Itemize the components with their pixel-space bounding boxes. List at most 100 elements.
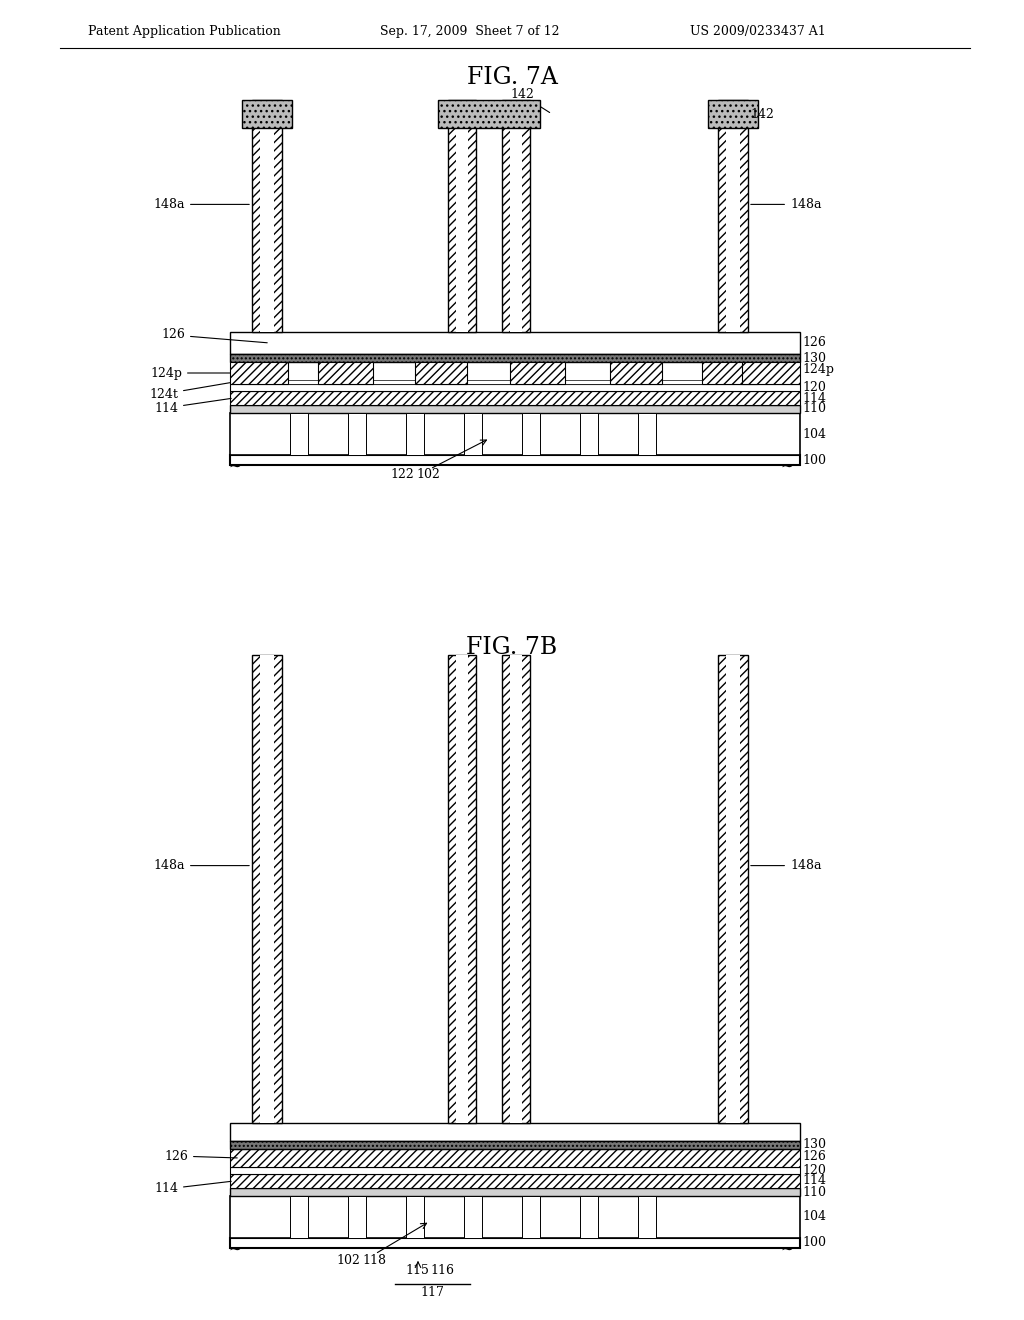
- Text: US 2009/0233437 A1: US 2009/0233437 A1: [690, 25, 825, 38]
- Bar: [348, 1196, 366, 1238]
- Text: 116: 116: [430, 1263, 454, 1276]
- Bar: [456, 655, 468, 1123]
- Bar: [230, 333, 800, 354]
- Bar: [230, 405, 800, 413]
- Bar: [464, 413, 482, 455]
- Text: 114: 114: [802, 1175, 826, 1188]
- Bar: [230, 1173, 800, 1188]
- Text: 124p: 124p: [802, 363, 834, 375]
- Bar: [230, 1167, 800, 1173]
- Bar: [230, 384, 800, 391]
- Text: 120: 120: [802, 381, 826, 393]
- Bar: [230, 354, 800, 362]
- Bar: [510, 362, 565, 384]
- Bar: [638, 413, 656, 455]
- Text: Sep. 17, 2009  Sheet 7 of 12: Sep. 17, 2009 Sheet 7 of 12: [380, 25, 559, 38]
- Bar: [638, 1196, 656, 1238]
- Bar: [718, 655, 748, 1123]
- Text: 114: 114: [802, 392, 826, 404]
- Bar: [580, 1196, 598, 1238]
- Text: FIG. 7A: FIG. 7A: [467, 66, 557, 90]
- Bar: [510, 655, 522, 1123]
- Text: 148a: 148a: [751, 198, 821, 211]
- Text: 142: 142: [510, 88, 550, 112]
- Bar: [742, 362, 800, 384]
- Text: ~: ~: [780, 1242, 793, 1257]
- Text: ~: ~: [228, 459, 240, 473]
- Text: 148a: 148a: [154, 859, 249, 873]
- Text: ~: ~: [228, 459, 241, 474]
- Text: 130: 130: [802, 351, 826, 364]
- Bar: [449, 655, 476, 1123]
- Text: ~: ~: [782, 459, 794, 473]
- Text: 102: 102: [416, 469, 440, 482]
- Bar: [260, 128, 274, 333]
- Bar: [252, 100, 282, 333]
- Bar: [230, 1196, 800, 1238]
- Bar: [726, 655, 740, 1123]
- Text: 148a: 148a: [751, 859, 821, 873]
- Text: 124t: 124t: [150, 383, 231, 400]
- Text: 148a: 148a: [154, 198, 249, 211]
- Bar: [502, 655, 530, 1123]
- Bar: [510, 128, 522, 333]
- Bar: [230, 1188, 800, 1196]
- Bar: [318, 362, 373, 384]
- Bar: [230, 1140, 800, 1148]
- Bar: [449, 100, 476, 333]
- Text: 126: 126: [802, 337, 826, 350]
- Bar: [718, 100, 748, 333]
- Bar: [580, 413, 598, 455]
- Text: 100: 100: [802, 454, 826, 466]
- Bar: [230, 1148, 800, 1167]
- Text: 114: 114: [154, 1181, 231, 1196]
- Bar: [610, 362, 662, 384]
- Text: 120: 120: [802, 1164, 826, 1177]
- Bar: [242, 100, 292, 128]
- Bar: [290, 413, 308, 455]
- Bar: [726, 128, 740, 333]
- Text: 142: 142: [750, 107, 774, 120]
- Bar: [290, 1196, 308, 1238]
- Text: ~: ~: [228, 1242, 241, 1257]
- Text: 114: 114: [154, 399, 231, 414]
- Text: 118: 118: [362, 1254, 386, 1266]
- Bar: [230, 391, 800, 405]
- Text: Patent Application Publication: Patent Application Publication: [88, 25, 281, 38]
- Bar: [348, 413, 366, 455]
- Bar: [502, 100, 530, 333]
- Text: 104: 104: [802, 428, 826, 441]
- Bar: [406, 413, 424, 455]
- Bar: [230, 413, 800, 455]
- Bar: [230, 380, 800, 384]
- Text: 104: 104: [802, 1210, 826, 1224]
- Bar: [230, 1123, 800, 1140]
- Bar: [415, 362, 467, 384]
- Text: 126: 126: [164, 1150, 238, 1163]
- Bar: [252, 655, 282, 1123]
- Bar: [438, 100, 540, 128]
- Text: 117: 117: [420, 1286, 444, 1299]
- Text: 126: 126: [161, 329, 267, 343]
- Text: 126: 126: [802, 1150, 826, 1163]
- Text: 100: 100: [802, 1237, 826, 1250]
- Bar: [406, 1196, 424, 1238]
- Bar: [230, 455, 800, 465]
- Text: 102: 102: [336, 1254, 359, 1266]
- Bar: [230, 362, 288, 384]
- Bar: [456, 128, 468, 333]
- Bar: [260, 655, 274, 1123]
- Bar: [522, 1196, 540, 1238]
- Text: 110: 110: [802, 1185, 826, 1199]
- Bar: [230, 1238, 800, 1247]
- Text: 115: 115: [406, 1263, 429, 1276]
- Text: 124p: 124p: [150, 367, 231, 380]
- Bar: [702, 362, 757, 384]
- Text: ~: ~: [780, 459, 793, 474]
- Bar: [464, 1196, 482, 1238]
- Text: 122: 122: [390, 469, 414, 482]
- Text: 130: 130: [802, 1138, 826, 1151]
- Text: FIG. 7B: FIG. 7B: [466, 636, 558, 660]
- Text: 110: 110: [802, 403, 826, 416]
- Bar: [522, 413, 540, 455]
